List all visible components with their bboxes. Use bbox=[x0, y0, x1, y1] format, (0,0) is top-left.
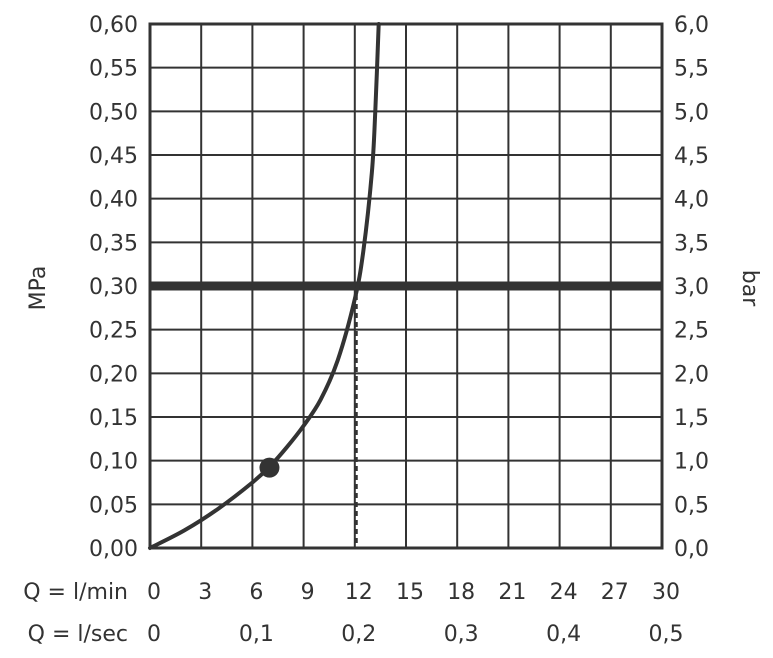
y-tick-label-right: 0,0 bbox=[674, 537, 709, 562]
y-tick-label-right: 3,5 bbox=[674, 231, 709, 256]
y-tick-label-right: 2,5 bbox=[674, 319, 709, 344]
y-tick-label-right: 5,5 bbox=[674, 57, 709, 82]
x-tick-label-lmin: 6 bbox=[249, 580, 263, 605]
x-tick-label-lsec: 0,4 bbox=[546, 622, 581, 647]
y-tick-label-left: 0,05 bbox=[89, 493, 138, 518]
y-tick-label-right: 1,5 bbox=[674, 406, 709, 431]
y-tick-label-left: 0,40 bbox=[89, 188, 138, 213]
x-row-label-lsec: Q = l/sec bbox=[28, 622, 128, 647]
y-axis-left-title: MPa bbox=[26, 266, 51, 311]
pressure-flow-curve bbox=[148, 22, 381, 550]
x-row-label-lmin: Q = l/min bbox=[23, 580, 128, 605]
y-tick-label-right: 2,0 bbox=[674, 362, 709, 387]
y-tick-label-right: 5,0 bbox=[674, 100, 709, 125]
x-tick-label-lmin: 18 bbox=[447, 580, 475, 605]
plot-frame bbox=[148, 22, 664, 550]
x-tick-label-lmin: 12 bbox=[345, 580, 373, 605]
x-tick-label-lsec: 0 bbox=[147, 622, 161, 647]
y-tick-label-right: 4,5 bbox=[674, 144, 709, 169]
series-layer bbox=[148, 22, 662, 550]
x-tick-label-lsec: 0,5 bbox=[649, 622, 684, 647]
y-tick-label-right: 0,5 bbox=[674, 493, 709, 518]
y-tick-label-left: 0,60 bbox=[89, 13, 138, 38]
x-tick-label-lsec: 0,1 bbox=[239, 622, 274, 647]
y-tick-label-left: 0,20 bbox=[89, 362, 138, 387]
y-tick-label-left: 0,00 bbox=[89, 537, 138, 562]
x-tick-label-lmin: 30 bbox=[652, 580, 680, 605]
y-tick-label-left: 0,50 bbox=[89, 100, 138, 125]
y-tick-label-left: 0,45 bbox=[89, 144, 138, 169]
x-tick-label-lmin: 27 bbox=[601, 580, 629, 605]
x-tick-label-lmin: 21 bbox=[498, 580, 526, 605]
y-axis-right-title: bar bbox=[737, 270, 762, 307]
y-tick-label-right: 4,0 bbox=[674, 188, 709, 213]
y-tick-label-right: 1,0 bbox=[674, 450, 709, 475]
x-tick-label-lmin: 24 bbox=[550, 580, 578, 605]
y-tick-label-left: 0,55 bbox=[89, 57, 138, 82]
x-tick-label-lmin: 15 bbox=[396, 580, 424, 605]
y-tick-label-right: 3,0 bbox=[674, 275, 709, 300]
y-tick-label-left: 0,25 bbox=[89, 319, 138, 344]
y-tick-label-left: 0,10 bbox=[89, 450, 138, 475]
data-point-marker bbox=[259, 457, 280, 478]
x-tick-label-lmin: 9 bbox=[301, 580, 315, 605]
y-tick-label-left: 0,15 bbox=[89, 406, 138, 431]
tick-labels: 0,000,050,100,150,200,250,300,350,400,45… bbox=[89, 13, 709, 647]
x-tick-label-lmin: 0 bbox=[147, 580, 161, 605]
x-tick-label-lsec: 0,2 bbox=[341, 622, 376, 647]
x-tick-label-lmin: 3 bbox=[198, 580, 212, 605]
y-tick-label-right: 6,0 bbox=[674, 13, 709, 38]
y-tick-label-left: 0,35 bbox=[89, 231, 138, 256]
y-tick-label-left: 0,30 bbox=[89, 275, 138, 300]
x-tick-label-lsec: 0,3 bbox=[444, 622, 479, 647]
